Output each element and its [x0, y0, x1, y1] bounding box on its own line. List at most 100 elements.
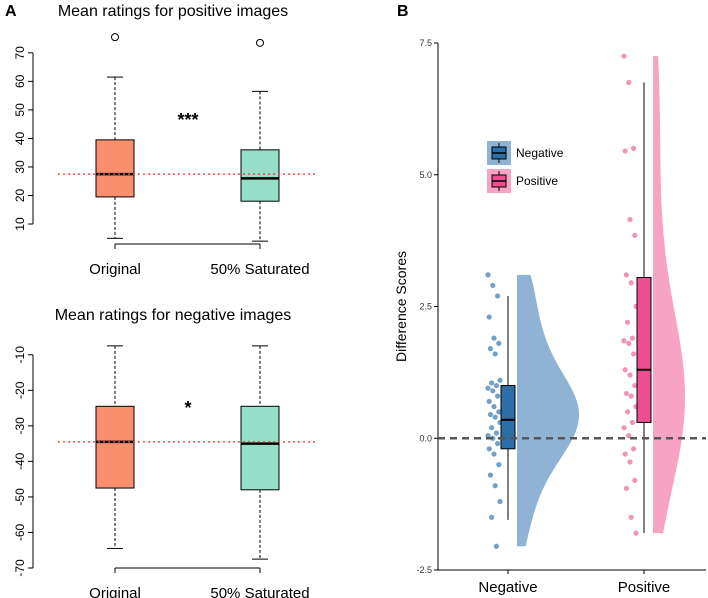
data-point: [497, 498, 503, 505]
box-plot-negative: -10 -20 -30 -40 -50 -60 -70 Original 50% Saturat…: [13, 345, 315, 598]
significance-marker: *: [184, 398, 191, 418]
x-tick-label: 50% Saturated: [210, 585, 309, 598]
data-point: [493, 430, 499, 436]
data-point: [495, 440, 501, 447]
legend-label: Positive: [516, 174, 558, 188]
y-tick-label: 20: [13, 188, 27, 202]
data-point: [490, 282, 496, 289]
data-point: [632, 232, 638, 238]
y-tick-label: -30: [13, 417, 27, 435]
data-point: [632, 382, 638, 389]
y-axis-title: Difference Scores: [393, 251, 409, 362]
box-plot-positive: 10 20 30 40 50 60 70 Original 50% Saturated ***: [13, 33, 315, 278]
y-tick-label: 2.5: [419, 302, 432, 312]
x-tick-label: Original: [89, 261, 141, 278]
y-tick-label: -70: [13, 559, 27, 577]
y-tick-label: 30: [13, 160, 27, 174]
data-point: [631, 351, 637, 357]
data-point: [621, 425, 627, 431]
data-point: [626, 340, 632, 346]
box-iqr: [500, 385, 516, 450]
data-point: [492, 351, 498, 357]
legend-label: Negative: [516, 146, 564, 160]
y-tick-label: 40: [13, 131, 27, 145]
panel-label-a: A: [5, 3, 17, 20]
data-point: [486, 446, 492, 452]
x-tick-label: Negative: [478, 579, 537, 596]
data-point: [622, 451, 628, 457]
data-point: [629, 335, 636, 341]
data-point: [495, 393, 501, 399]
data-point: [493, 382, 499, 389]
data-point: [496, 340, 502, 346]
data-point: [633, 530, 639, 536]
panel-label-b: B: [397, 3, 409, 20]
data-point: [623, 485, 630, 491]
chart-title-positive: Mean ratings for positive images: [58, 3, 288, 20]
data-point: [628, 514, 634, 520]
data-point: [631, 446, 637, 452]
significance-marker: ***: [177, 110, 198, 130]
data-point: [496, 409, 502, 415]
data-point: [495, 293, 501, 299]
box-iqr: [240, 149, 280, 202]
data-point: [485, 272, 491, 278]
data-point: [626, 433, 632, 439]
density-cloud: [517, 274, 579, 547]
data-point: [490, 388, 496, 394]
data-point: [628, 393, 634, 399]
data-point: [492, 414, 498, 420]
data-point: [625, 319, 631, 325]
y-tick-label: 5.0: [419, 170, 432, 180]
data-point: [486, 314, 492, 320]
data-point: [496, 462, 502, 468]
outlier-point: [111, 33, 119, 42]
data-point: [487, 411, 493, 418]
y-tick-label: -10: [13, 346, 27, 364]
data-point: [628, 280, 634, 286]
x-tick-label: Original: [89, 585, 141, 598]
y-tick-label: 7.5: [419, 38, 432, 48]
y-tick-label: 0.0: [419, 433, 432, 443]
data-point: [493, 543, 499, 549]
box-iqr: [95, 405, 135, 489]
y-tick-label: 10: [13, 217, 27, 231]
data-point: [489, 380, 495, 386]
data-point: [487, 472, 493, 478]
data-point: [629, 419, 636, 426]
data-point: [627, 216, 633, 223]
data-point: [623, 390, 630, 397]
data-point: [491, 451, 497, 457]
data-point: [489, 425, 495, 431]
data-point: [626, 79, 632, 86]
data-point: [491, 335, 497, 341]
data-point: [622, 148, 628, 154]
chart-title-negative: Mean ratings for negative images: [55, 307, 292, 324]
x-tick-label: 50% Saturated: [210, 261, 309, 278]
data-point: [485, 433, 491, 439]
data-point: [622, 367, 628, 373]
raincloud-plot: -2.5 0.0 2.5 5.0 7.5 Difference Scores Negativ…: [393, 38, 706, 596]
data-point: [492, 483, 498, 489]
box-iqr: [240, 405, 280, 491]
y-tick-label: -20: [13, 381, 27, 399]
data-point: [632, 477, 638, 484]
y-tick-label: 60: [13, 74, 27, 88]
data-point: [625, 409, 631, 415]
density-cloud: [653, 56, 685, 534]
data-point: [487, 346, 493, 352]
data-point: [491, 404, 497, 410]
data-point: [627, 372, 633, 378]
data-point: [485, 385, 491, 391]
data-point: [623, 272, 630, 278]
box-iqr: [95, 139, 135, 198]
outlier-point: [256, 38, 264, 47]
data-point: [621, 53, 627, 59]
y-tick-label: 70: [13, 46, 27, 60]
y-tick-label: -50: [13, 488, 27, 506]
data-point: [621, 338, 627, 344]
data-point: [497, 377, 503, 383]
data-point: [631, 145, 637, 151]
y-tick-label: 50: [13, 103, 27, 117]
